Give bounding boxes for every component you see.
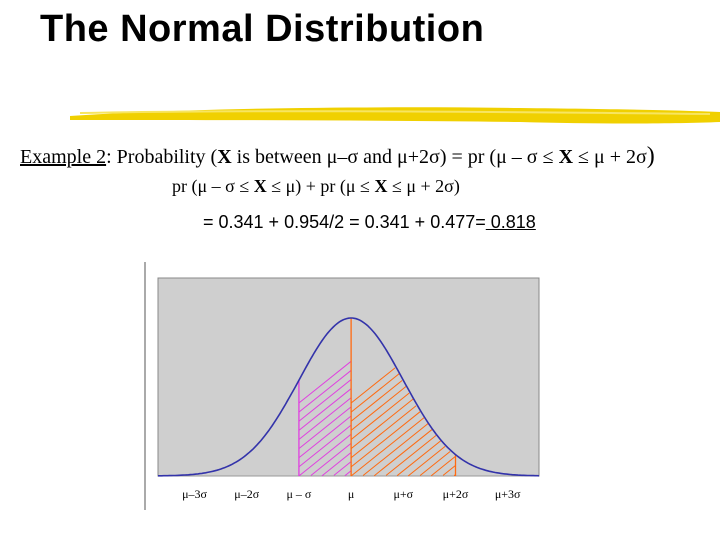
hatch-line xyxy=(350,398,414,450)
hatch-line xyxy=(321,452,352,477)
x-tick-label: μ+3σ xyxy=(495,487,521,501)
hatch-line xyxy=(419,451,451,476)
hatch-line xyxy=(298,379,352,422)
hatch-line xyxy=(333,461,352,476)
result-answer: 0.818 xyxy=(485,212,536,232)
split-part1-close: ≤ μ) xyxy=(266,176,302,196)
hatch-line xyxy=(298,415,352,459)
hatch-line xyxy=(350,367,396,404)
hatch-line xyxy=(298,434,352,477)
hatch-line xyxy=(350,386,407,431)
hatch-line xyxy=(298,406,352,450)
hatch-line xyxy=(298,424,352,468)
split-part2-variable: X xyxy=(374,176,388,196)
result-calculation: = 0.341 + 0.954/2 = 0.341 + 0.477= xyxy=(203,212,486,232)
example-statement: Example 2: Probability (X is between μ–σ… xyxy=(20,143,655,170)
x-tick-label: μ+2σ xyxy=(443,487,469,501)
x-tick-label: μ – σ xyxy=(286,487,311,501)
hatch-line xyxy=(350,392,410,440)
hatch-line xyxy=(298,397,352,440)
example-lead: Probability ( xyxy=(111,146,218,168)
example-colon: : xyxy=(106,146,112,168)
plot-area xyxy=(157,277,540,477)
split-plus: + xyxy=(301,176,321,196)
hatch-line xyxy=(310,443,352,476)
normal-distribution-chart: μ–3σ μ–2σ μ – σ μ μ+σ μ+2σ μ+3σ xyxy=(144,262,540,510)
slide-title: The Normal Distribution xyxy=(40,8,485,50)
hatch-line xyxy=(396,440,442,477)
example-eq-b: ≤ μ + 2σ xyxy=(573,146,647,168)
example-variable: X xyxy=(217,146,232,168)
hatch-line xyxy=(350,405,417,459)
example-middle: is between xyxy=(231,146,327,168)
split-part1-variable: X xyxy=(253,176,267,196)
x-tick-label: μ+σ xyxy=(393,487,413,501)
hatch-line xyxy=(298,370,352,413)
hatch-line xyxy=(298,388,352,431)
normal-curve xyxy=(158,317,540,477)
example-eq-variable: X xyxy=(558,146,574,168)
hatch-line xyxy=(350,380,403,422)
hatch-line xyxy=(350,411,421,468)
x-tick-label: μ–2σ xyxy=(234,487,259,501)
example-eq-pr: ) = pr ( xyxy=(439,146,497,168)
example-range: μ–σ and μ+2σ xyxy=(326,146,440,168)
hatch-line xyxy=(350,373,400,413)
split-part2-open: pr (μ ≤ xyxy=(320,176,375,196)
hatch-line xyxy=(373,429,433,477)
hatch-line xyxy=(385,434,437,476)
example-label: Example 2 xyxy=(20,146,107,168)
split-part2-close: ≤ μ + 2σ) xyxy=(387,176,460,196)
x-tick-label: μ xyxy=(348,487,354,501)
hatch-line xyxy=(442,465,456,476)
hatch-line xyxy=(344,470,352,477)
hatch-line xyxy=(362,423,429,476)
hatch-line xyxy=(407,446,446,477)
probability-result: = 0.341 + 0.954/2 = 0.341 + 0.477= 0.818 xyxy=(203,212,536,233)
x-tick-label: μ–3σ xyxy=(182,487,207,501)
hatch-line xyxy=(453,474,456,477)
probability-split: pr (μ – σ ≤ X ≤ μ) + pr (μ ≤ X ≤ μ + 2σ) xyxy=(172,176,460,197)
hatch-line xyxy=(298,361,352,404)
hatch-line xyxy=(350,417,425,477)
title-underline-rule xyxy=(70,107,720,124)
example-eq-a: μ – σ ≤ xyxy=(496,146,559,168)
split-part1-open: pr (μ – σ ≤ xyxy=(172,176,254,196)
example-eq-close: ) xyxy=(646,143,655,169)
hatch-line xyxy=(430,456,456,477)
